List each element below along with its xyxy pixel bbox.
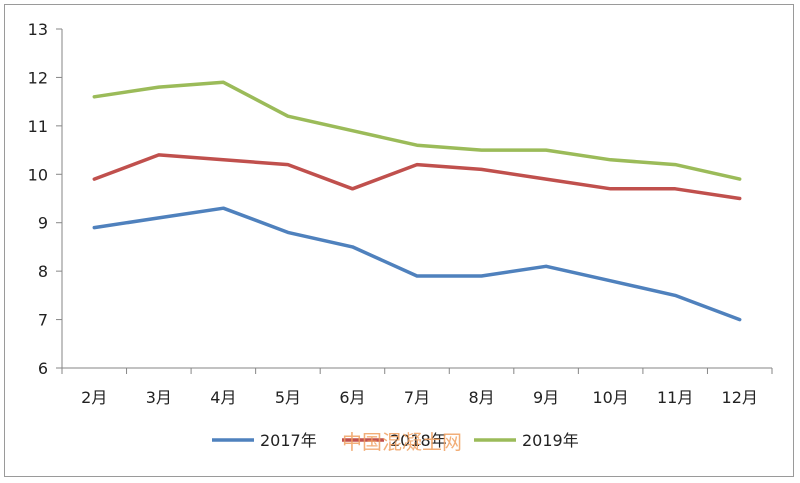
x-tick-label: 11月 bbox=[657, 388, 693, 407]
x-tick-label: 10月 bbox=[592, 388, 628, 407]
series-line-2018年 bbox=[92, 153, 742, 201]
x-tick-label: 8月 bbox=[468, 388, 494, 407]
y-tick-label: 7 bbox=[38, 311, 48, 330]
series-lines bbox=[92, 80, 742, 322]
x-tick-label: 6月 bbox=[339, 388, 365, 407]
legend-label: 2018年 bbox=[390, 431, 447, 450]
x-tick-label: 12月 bbox=[722, 388, 758, 407]
legend-label: 2017年 bbox=[260, 431, 317, 450]
y-tick-label: 13 bbox=[28, 20, 48, 39]
y-tick-label: 6 bbox=[38, 359, 48, 378]
y-tick-label: 9 bbox=[38, 214, 48, 233]
chart-frame bbox=[4, 4, 794, 477]
x-tick-label: 2月 bbox=[81, 388, 107, 407]
x-tick-label: 4月 bbox=[210, 388, 236, 407]
x-tick-label: 5月 bbox=[275, 388, 301, 407]
y-tick-label: 8 bbox=[38, 262, 48, 281]
axes bbox=[56, 28, 773, 374]
watermark-text: 中国混凝土网 bbox=[342, 430, 462, 454]
series-line-2017年 bbox=[92, 206, 742, 322]
legend: 2017年 2018年 2019年 bbox=[212, 431, 579, 450]
series-line-2019年 bbox=[92, 80, 742, 181]
y-axis-tick-labels: 6 7 8 9 10 11 12 13 bbox=[28, 20, 48, 378]
y-tick-label: 12 bbox=[28, 68, 48, 87]
legend-label: 2019年 bbox=[522, 431, 579, 450]
x-axis-tick-labels: 2月 3月 4月 5月 6月 7月 8月 9月 10月 11月 12月 bbox=[81, 388, 758, 407]
y-tick-label: 11 bbox=[28, 117, 48, 136]
y-tick-label: 10 bbox=[28, 165, 48, 184]
x-tick-label: 7月 bbox=[404, 388, 430, 407]
x-tick-label: 9月 bbox=[533, 388, 559, 407]
x-tick-label: 3月 bbox=[146, 388, 172, 407]
